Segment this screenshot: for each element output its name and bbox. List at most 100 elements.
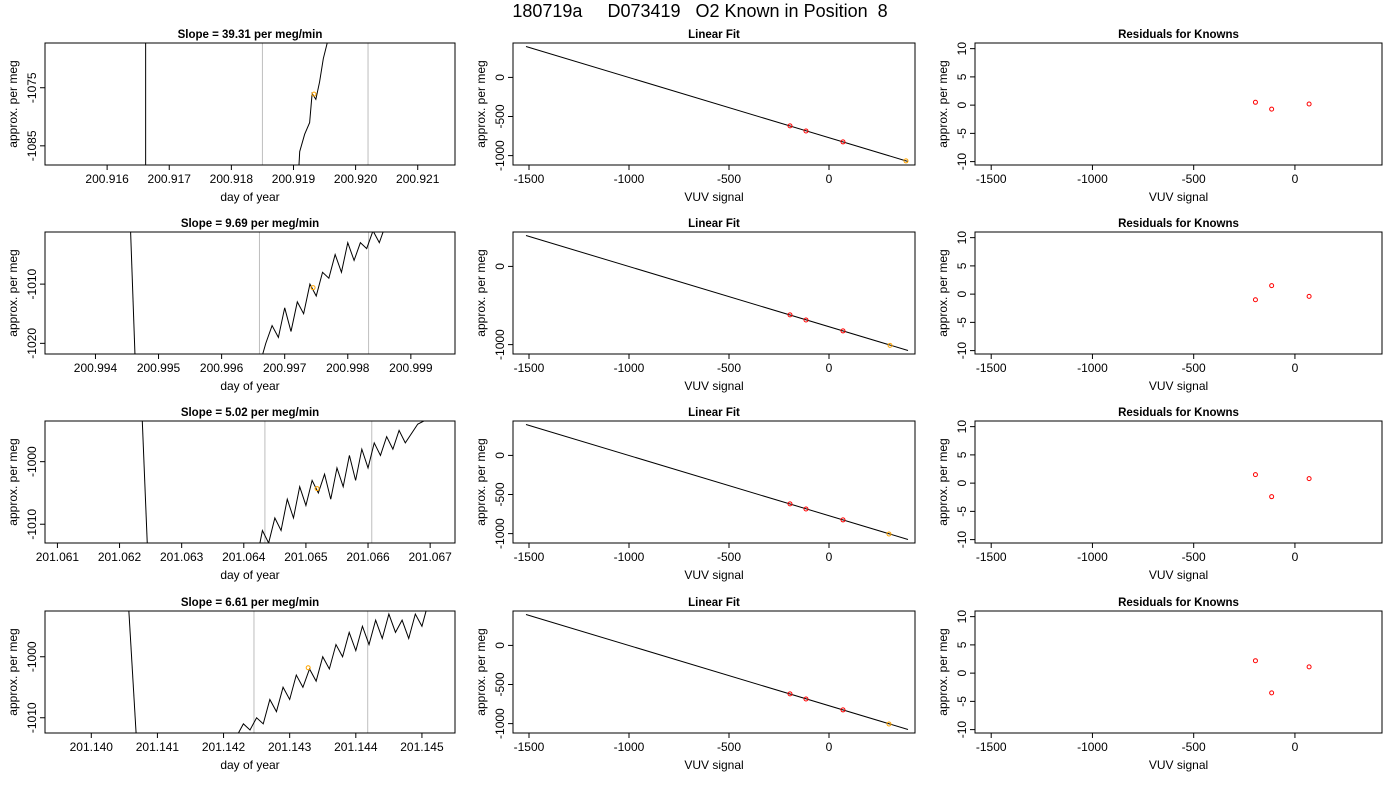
x-tick-label: 0: [1292, 550, 1299, 564]
x-tick-label: -1500: [514, 740, 545, 754]
x-tick-label: -1000: [614, 740, 645, 754]
x-axis-label: day of year: [220, 758, 279, 772]
known-point: [1306, 293, 1312, 299]
x-tick-label: 201.061: [36, 550, 80, 564]
x-tick-label: -1500: [514, 550, 545, 564]
y-tick-label: -1010: [25, 509, 39, 540]
plot-frame: [44, 231, 456, 355]
x-tick-label: 201.145: [400, 740, 444, 754]
chart-title: Residuals for Knowns: [1118, 407, 1239, 419]
chart-title: Slope = 6.61 per meg/min: [181, 597, 319, 609]
marker-point: [305, 665, 311, 671]
y-tick-label: 10: [955, 420, 969, 434]
known-point: [840, 707, 846, 713]
y-tick-label: -1000: [25, 641, 39, 672]
known-point: [1306, 476, 1312, 482]
y-tick-label: 10: [955, 42, 969, 56]
known-point: [1252, 472, 1258, 478]
x-tick-label: 200.997: [263, 361, 307, 375]
known-point: [1306, 664, 1312, 670]
x-axis-label: VUV signal: [684, 758, 743, 772]
x-tick-label: 0: [1292, 740, 1299, 754]
x-tick-label: -1500: [976, 740, 1007, 754]
plot-frame: [974, 420, 1383, 544]
x-tick-label: 201.066: [346, 550, 390, 564]
x-tick-label: 200.994: [74, 361, 118, 375]
x-tick-label: -1000: [1077, 172, 1108, 186]
x-tick-label: -1500: [514, 172, 545, 186]
x-tick-label: -500: [1182, 740, 1206, 754]
y-tick-label: -1000: [493, 140, 507, 171]
chart-panel: Slope = 9.69 per meg/min 200.994 200.995 20…: [6, 218, 456, 393]
series-line: [298, 43, 328, 165]
chart-title: Linear Fit: [688, 218, 740, 230]
plot-frame: [44, 420, 456, 544]
y-axis-label: approx. per meg: [474, 438, 488, 525]
x-tick-label: 200.995: [137, 361, 181, 375]
known-point: [1252, 658, 1258, 664]
x-tick-label: -1000: [1077, 361, 1108, 375]
y-tick-label: 5: [955, 262, 969, 269]
series-line: [259, 421, 426, 543]
known-point: [787, 123, 793, 129]
y-tick-label: 0: [955, 290, 969, 297]
x-tick-label: 201.062: [98, 550, 142, 564]
chart-title: Residuals for Knowns: [1118, 218, 1239, 230]
x-tick-label: 200.918: [210, 172, 254, 186]
marker-point: [311, 91, 317, 97]
known-point: [803, 317, 809, 323]
marker-point: [314, 486, 320, 492]
x-tick-label: -500: [1182, 361, 1206, 375]
page-title: 180719a D073419 O2 Known in Position 8: [512, 1, 888, 21]
series-line: [130, 232, 136, 354]
y-tick-label: -5: [955, 696, 969, 707]
y-tick-label: 0: [493, 74, 507, 81]
x-tick-label: -1500: [976, 361, 1007, 375]
x-tick-label: -1000: [614, 550, 645, 564]
y-axis-label: approx. per meg: [474, 60, 488, 147]
y-tick-label: -1075: [25, 72, 39, 103]
marker-point: [310, 285, 316, 291]
x-axis-label: VUV signal: [1149, 758, 1208, 772]
known-point: [803, 128, 809, 134]
series-line: [525, 614, 909, 730]
x-tick-label: 201.064: [222, 550, 266, 564]
known-point: [1269, 494, 1275, 500]
x-tick-label: 200.919: [272, 172, 316, 186]
x-tick-label: 200.921: [396, 172, 440, 186]
plot-frame: [512, 231, 916, 355]
x-tick-label: -1000: [1077, 740, 1108, 754]
x-axis-label: VUV signal: [1149, 190, 1208, 204]
x-tick-label: 0: [826, 361, 833, 375]
y-axis-label: approx. per meg: [936, 628, 950, 715]
y-tick-label: -1010: [25, 702, 39, 733]
y-axis-label: approx. per meg: [936, 60, 950, 147]
y-tick-label: 5: [955, 73, 969, 80]
y-tick-label: 5: [955, 641, 969, 648]
y-tick-label: -1085: [25, 130, 39, 161]
known-point: [1269, 106, 1275, 112]
chart-title: Slope = 39.31 per meg/min: [178, 29, 323, 41]
known-point: [1269, 283, 1275, 289]
known-point: [787, 691, 793, 697]
plot-frame: [974, 42, 1383, 166]
x-tick-label: -500: [1182, 172, 1206, 186]
x-tick-label: 200.999: [389, 361, 433, 375]
x-axis-label: VUV signal: [1149, 568, 1208, 582]
y-tick-label: 10: [955, 610, 969, 624]
x-axis-label: VUV signal: [684, 379, 743, 393]
y-tick-label: 0: [955, 101, 969, 108]
x-tick-label: 201.067: [408, 550, 452, 564]
chart-panel: Residuals for Knowns -1500 -1000 -500 0 -10 -5…: [936, 218, 1383, 393]
y-tick-label: 0: [493, 263, 507, 270]
series-line: [237, 611, 427, 733]
series-line: [141, 421, 148, 543]
x-tick-label: -1500: [976, 172, 1007, 186]
y-axis-label: approx. per meg: [936, 438, 950, 525]
chart-title: Linear Fit: [688, 597, 740, 609]
y-tick-label: -10: [955, 721, 969, 739]
x-tick-label: 201.141: [136, 740, 180, 754]
y-tick-label: -500: [493, 672, 507, 696]
x-tick-label: 200.920: [334, 172, 378, 186]
known-point: [803, 506, 809, 512]
